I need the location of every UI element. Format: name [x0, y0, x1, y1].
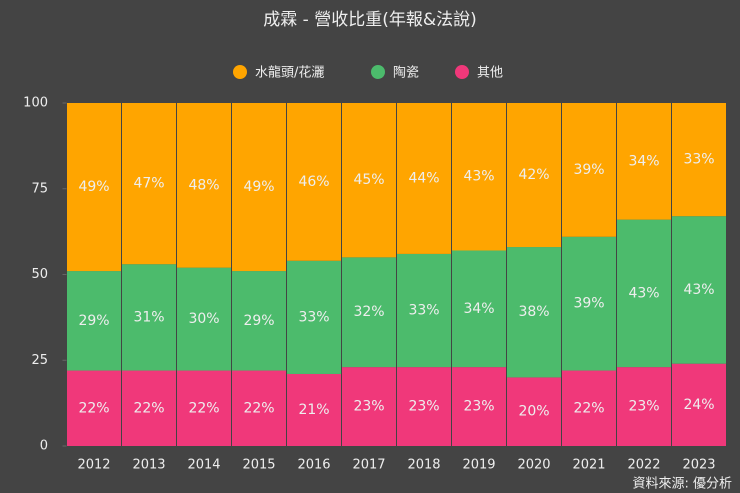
value-label: 45% [353, 172, 384, 188]
bar-segment [342, 257, 396, 368]
x-tick-label: 2021 [572, 458, 605, 473]
value-label: 39% [573, 296, 604, 312]
value-label: 29% [243, 313, 274, 329]
bar-segment [232, 103, 286, 272]
value-label: 22% [573, 400, 604, 416]
value-label: 33% [683, 152, 714, 168]
bar-segment [617, 103, 671, 220]
chart-title: 成霖 - 營收比重(年報&法說) [263, 10, 476, 30]
bar-segment [177, 103, 231, 268]
bar-segment [452, 367, 506, 446]
y-tick-label: 50 [31, 267, 48, 282]
bar-segment [287, 260, 341, 374]
value-label: 32% [353, 304, 384, 320]
bar-segment [287, 103, 341, 261]
bar-segment [177, 370, 231, 446]
bar-segment [507, 103, 561, 248]
bar-segment [397, 103, 451, 254]
legend-marker [455, 65, 469, 79]
bar-segment [562, 236, 616, 371]
bar-segment [672, 363, 726, 446]
source: 資料來源: 優分析 [632, 477, 732, 492]
value-label: 22% [188, 400, 219, 416]
value-label: 49% [243, 179, 274, 195]
value-label: 39% [573, 162, 604, 178]
bar-segment [507, 247, 561, 378]
bar-segment [397, 253, 451, 368]
bar-segment [672, 216, 726, 364]
bar-segment [452, 103, 506, 251]
bar-segment [232, 271, 286, 371]
value-label: 23% [463, 399, 494, 415]
value-label: 30% [188, 311, 219, 327]
value-label: 21% [298, 402, 329, 418]
value-label: 20% [518, 404, 549, 420]
x-tick-label: 2012 [77, 458, 110, 473]
bar-segment [617, 367, 671, 446]
value-label: 34% [463, 301, 494, 317]
bar-segment [672, 103, 726, 217]
value-label: 29% [78, 313, 109, 329]
value-label: 46% [298, 174, 329, 190]
value-label: 23% [353, 399, 384, 415]
x-tick-label: 2018 [407, 458, 440, 473]
bar-segment [507, 377, 561, 446]
value-label: 43% [683, 282, 714, 298]
legend-marker [233, 65, 247, 79]
value-label: 22% [133, 400, 164, 416]
value-label: 33% [298, 309, 329, 325]
x-tick-label: 2017 [352, 458, 385, 473]
bar-segment [122, 370, 176, 446]
value-label: 43% [628, 285, 659, 301]
y-tick-label: 100 [23, 96, 48, 111]
bar-segment [122, 103, 176, 265]
value-label: 31% [133, 309, 164, 325]
bar-segment [562, 370, 616, 446]
x-tick-label: 2023 [682, 458, 715, 473]
value-label: 48% [188, 177, 219, 193]
value-label: 44% [408, 170, 439, 186]
value-label: 34% [628, 153, 659, 169]
x-tick-label: 2020 [517, 458, 550, 473]
bar-segment [67, 103, 121, 272]
legend-marker [371, 65, 385, 79]
y-tick-label: 75 [31, 181, 48, 196]
bar-segment [67, 370, 121, 446]
value-label: 49% [78, 179, 109, 195]
bar-segment [67, 271, 121, 371]
y-tick-label: 0 [40, 439, 48, 454]
bar-segment [232, 370, 286, 446]
bar-segment [617, 219, 671, 368]
legend-label: 其他 [477, 66, 503, 81]
bar-segment [397, 367, 451, 446]
x-tick-label: 2014 [187, 458, 220, 473]
value-label: 23% [408, 399, 439, 415]
value-label: 43% [463, 169, 494, 185]
x-tick-label: 2015 [242, 458, 275, 473]
x-tick-label: 2022 [627, 458, 660, 473]
bar-segment [122, 264, 176, 371]
value-label: 47% [133, 176, 164, 192]
bar-segment [177, 267, 231, 371]
value-label: 24% [683, 397, 714, 413]
value-label: 22% [243, 400, 274, 416]
bar-segment [287, 373, 341, 446]
legend-label: 陶瓷 [393, 65, 419, 81]
legend-label: 水龍頭/花灑 [255, 65, 324, 81]
x-tick-label: 2016 [297, 458, 330, 473]
bar-segment [342, 103, 396, 258]
bar-segment [452, 250, 506, 368]
bar-segment [562, 103, 616, 237]
x-tick-label: 2019 [462, 458, 495, 473]
y-tick-label: 25 [31, 353, 48, 368]
value-label: 38% [518, 304, 549, 320]
x-tick-label: 2013 [132, 458, 165, 473]
value-label: 23% [628, 399, 659, 415]
value-label: 22% [78, 400, 109, 416]
value-label: 33% [408, 303, 439, 319]
bar-segment [342, 367, 396, 446]
value-label: 42% [518, 167, 549, 183]
